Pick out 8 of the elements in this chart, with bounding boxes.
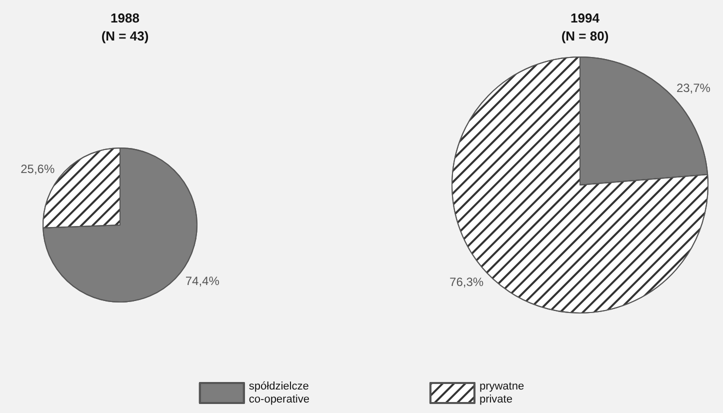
slice-label: 1994 (N = 80)	[561, 10, 609, 44]
data-label: 76,3%	[450, 275, 484, 290]
legend-label: spółdzielcze co-operative	[248, 380, 310, 406]
data-label: 23,7%	[676, 80, 711, 95]
legend-label: prywatne private	[479, 380, 524, 406]
data-label: 74,4%	[185, 274, 220, 288]
slice-label: 1988 (N = 43)	[101, 10, 149, 44]
data-label: 25,6%	[20, 162, 55, 176]
